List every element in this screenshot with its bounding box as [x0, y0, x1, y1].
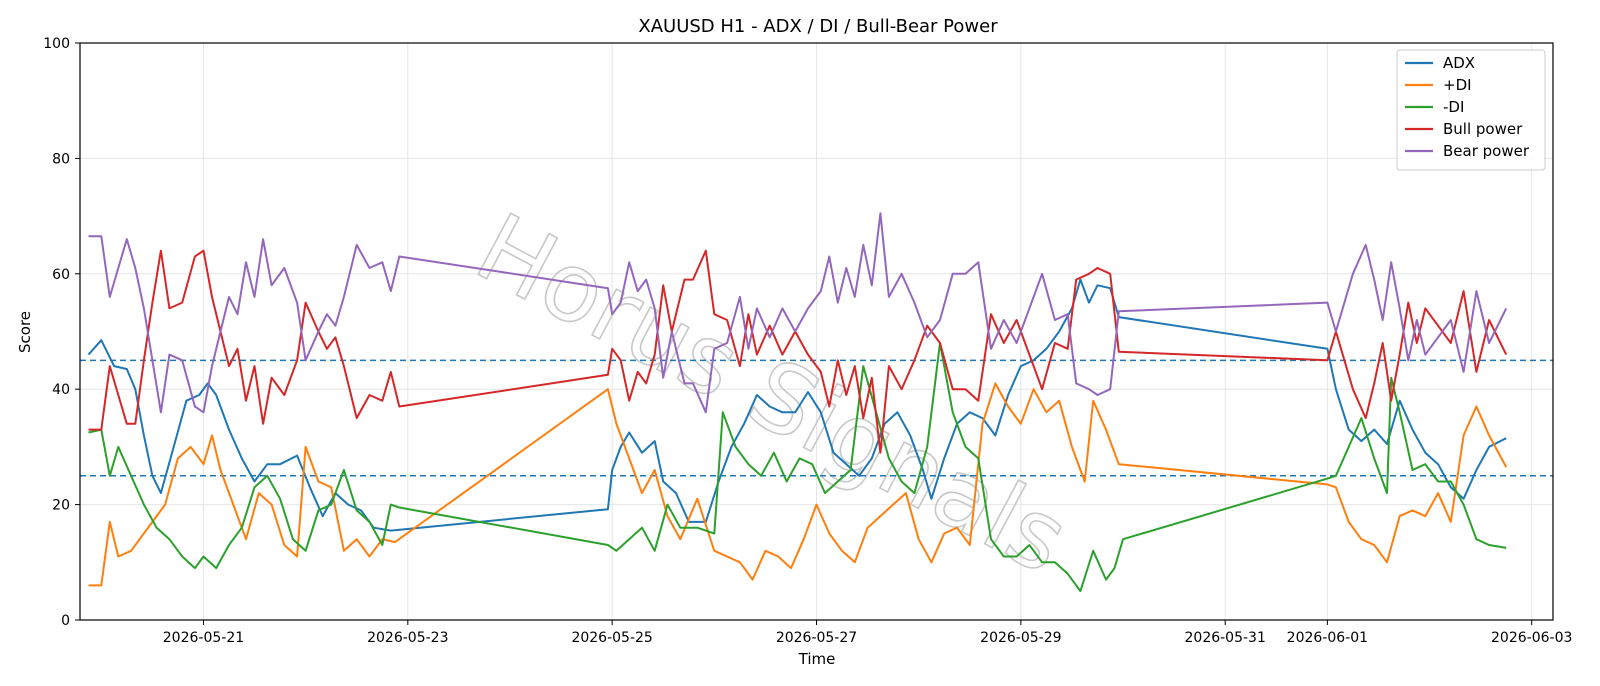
legend-label: -DI: [1443, 98, 1464, 116]
x-tick-label: 2026-06-03: [1491, 630, 1572, 646]
y-tick-label: 0: [61, 613, 70, 629]
x-tick-label: 2026-05-31: [1185, 630, 1266, 646]
x-tick-label: 2026-05-29: [980, 630, 1061, 646]
y-axis-label: Score: [16, 311, 34, 353]
y-tick-label: 100: [43, 36, 70, 52]
y-axis: 0 20 40 60 80 100: [43, 36, 80, 629]
x-tick-label: 2026-05-27: [776, 630, 857, 646]
series-lines: [87, 212, 1508, 593]
y-tick-label: 60: [52, 267, 70, 283]
legend-label: Bull power: [1443, 120, 1523, 138]
x-axis: 2026-05-21 2026-05-23 2026-05-25 2026-05-27…: [163, 620, 1572, 646]
legend-label: ADX: [1443, 54, 1475, 72]
series-line-di: [88, 342, 1507, 593]
x-tick-label: 2026-05-23: [367, 630, 448, 646]
x-axis-label: Time: [798, 650, 836, 668]
x-tick-label: 2026-06-01: [1287, 630, 1368, 646]
series-line-bear-power: [88, 212, 1508, 414]
x-tick-label: 2026-05-25: [571, 630, 652, 646]
y-tick-label: 80: [52, 151, 70, 167]
legend-label: Bear power: [1443, 142, 1530, 160]
y-tick-label: 40: [52, 382, 70, 398]
legend-box: [1396, 49, 1546, 171]
legend: ADX +DI -DI Bull power Bear power: [1396, 49, 1546, 171]
chart-title: XAUUSD H1 - ADX / DI / Bull-Bear Power: [638, 16, 998, 37]
y-tick-label: 20: [52, 498, 70, 514]
legend-label: +DI: [1443, 76, 1472, 94]
series-line-bull-power: [88, 249, 1508, 454]
reference-lines: [80, 359, 1553, 477]
series-line-adx: [87, 278, 1507, 532]
x-tick-label: 2026-05-21: [163, 630, 244, 646]
